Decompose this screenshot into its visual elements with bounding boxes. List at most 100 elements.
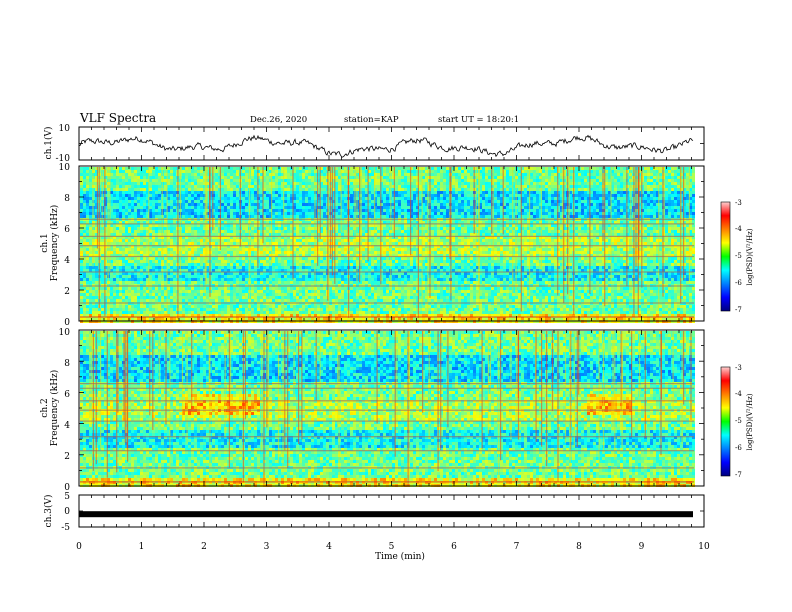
spectrogram-cell [80, 179, 83, 182]
spectrogram-cell [467, 200, 470, 203]
spectrogram-cell [461, 206, 464, 209]
spectrogram-cell [284, 182, 287, 185]
spectrogram-cell [551, 179, 554, 182]
spectrogram-cell [506, 173, 509, 176]
spectrogram-cell [242, 197, 245, 200]
spectrogram-cell [131, 200, 134, 203]
spectrogram-cell [95, 221, 98, 224]
spectrogram-cell [440, 236, 443, 239]
spectrogram-cell [335, 203, 338, 206]
spectrogram-cell [281, 173, 284, 176]
spectrogram-cell [311, 179, 314, 182]
spectrogram-cell [242, 239, 245, 242]
spectrogram-cell [584, 197, 587, 200]
spectrogram-cell [647, 203, 650, 206]
spectrogram-cell [368, 221, 371, 224]
spectrogram-cell [341, 179, 344, 182]
spectrogram-cell [146, 170, 149, 173]
spectrogram-cell [623, 236, 626, 239]
spectrogram-cell [185, 176, 188, 179]
spectrogram-cell [395, 179, 398, 182]
spectrogram-cell [317, 176, 320, 179]
spectrogram-cell [269, 176, 272, 179]
spectrogram-cell [173, 185, 176, 188]
spectrogram-cell [269, 191, 272, 194]
spectrogram-cell [149, 170, 152, 173]
spectrogram-cell [686, 185, 689, 188]
spectrogram-cell [137, 227, 140, 230]
spectrogram-cell [527, 170, 530, 173]
spectrogram-cell [170, 173, 173, 176]
spectrogram-cell [236, 170, 239, 173]
spectrogram-cell [521, 170, 524, 173]
spectrogram-cell [158, 188, 161, 191]
spectrogram-cell [386, 191, 389, 194]
spectrogram-cell [470, 182, 473, 185]
spectrogram-cell [152, 191, 155, 194]
spectrogram-cell [380, 212, 383, 215]
spectrogram-cell [137, 209, 140, 212]
spectrogram-cell [212, 185, 215, 188]
spectrogram-cell [536, 197, 539, 200]
spectrogram-cell [434, 221, 437, 224]
spectrogram-cell [671, 179, 674, 182]
spectrogram-cell [188, 197, 191, 200]
spectrogram-cell [278, 200, 281, 203]
spectrogram-cell [608, 191, 611, 194]
spectrogram-cell [80, 233, 83, 236]
spectrogram-cell [539, 236, 542, 239]
spectrogram-cell [425, 206, 428, 209]
spectrogram-cell [506, 224, 509, 227]
spectrogram-cell [242, 188, 245, 191]
spectrogram-cell [152, 215, 155, 218]
spectrogram-cell [404, 227, 407, 230]
spectrogram-cell [224, 233, 227, 236]
spectrogram-cell [554, 176, 557, 179]
spectrogram-cell [575, 167, 578, 170]
spectrogram-cell [122, 233, 125, 236]
spectrogram-cell [686, 197, 689, 200]
spectrogram-cell [131, 176, 134, 179]
spectrogram-cell [122, 182, 125, 185]
spectrogram-cell [452, 230, 455, 233]
spectrogram-cell [647, 167, 650, 170]
spectrogram-cell [332, 230, 335, 233]
spectrogram-cell [608, 215, 611, 218]
spectrogram-cell [518, 167, 521, 170]
spectrogram-cell [614, 236, 617, 239]
spectrogram-cell [575, 221, 578, 224]
spectrogram-cell [224, 215, 227, 218]
spectrogram-cell [362, 203, 365, 206]
spectrogram-cell [689, 191, 692, 194]
spectrogram-cell [503, 215, 506, 218]
spectrogram-cell [620, 215, 623, 218]
spectrogram-cell [194, 197, 197, 200]
spectrogram-cell [599, 197, 602, 200]
spectrogram-cell [242, 170, 245, 173]
spectrogram-cell [665, 227, 668, 230]
spectrogram-cell [659, 167, 662, 170]
spectrogram-cell [668, 188, 671, 191]
spectrogram-cell [266, 209, 269, 212]
spectrogram-cell [155, 173, 158, 176]
spectrogram-cell [452, 182, 455, 185]
spectrogram-cell [302, 200, 305, 203]
spectrogram-cell [590, 209, 593, 212]
spectrogram-cell [140, 176, 143, 179]
spectrogram-cell [539, 185, 542, 188]
spectrogram-cell [437, 227, 440, 230]
spectrogram-cell [506, 185, 509, 188]
spectrogram-cell [371, 209, 374, 212]
spectrogram-cell [563, 227, 566, 230]
spectrogram-cell [233, 188, 236, 191]
spectrogram-cell [500, 212, 503, 215]
spectrogram-cell [311, 230, 314, 233]
spectrogram-cell [413, 224, 416, 227]
spectrogram-cell [383, 188, 386, 191]
spectrogram-cell [674, 221, 677, 224]
spectrogram-cell [245, 203, 248, 206]
spectrogram-cell [518, 194, 521, 197]
spectrogram-cell [419, 221, 422, 224]
spectrogram-cell [386, 221, 389, 224]
spectrogram-cell [224, 200, 227, 203]
